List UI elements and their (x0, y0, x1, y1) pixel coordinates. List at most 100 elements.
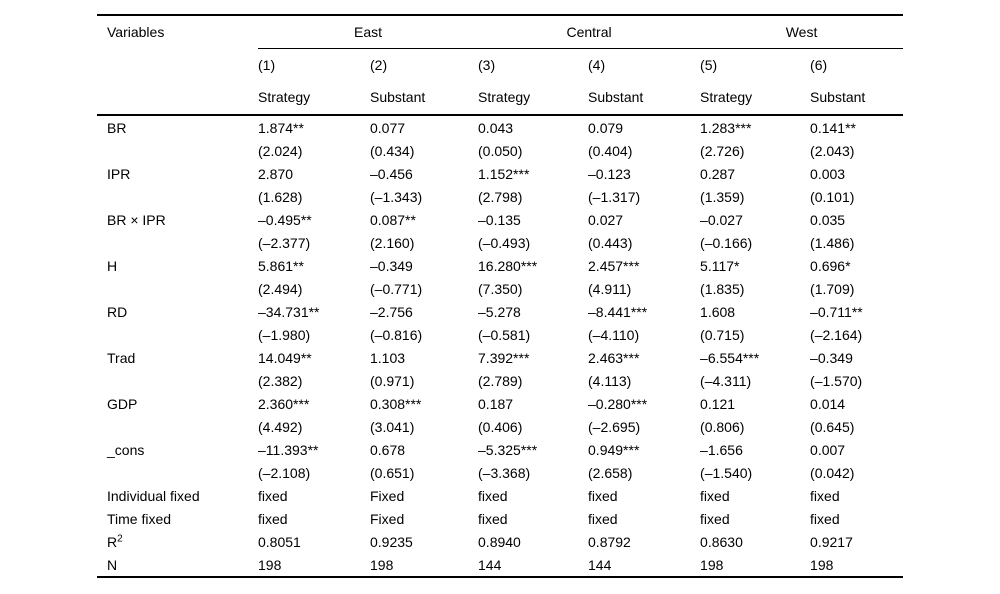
tstat-cell: (–1.980) (258, 326, 311, 343)
coefficient-cell: 5.117* (700, 257, 740, 274)
tstat-cell: (7.350) (478, 280, 523, 297)
footer-value-cell: 0.9235 (370, 533, 413, 550)
footer-value-cell: 0.8051 (258, 533, 301, 550)
tstat-cell: (0.443) (588, 234, 633, 251)
tstat-cell: (1.359) (700, 188, 745, 205)
coefficient-cell: –0.495** (258, 211, 312, 228)
coefficient-cell: 2.457*** (588, 257, 640, 274)
model-number: (1) (258, 56, 276, 73)
footer-value-cell: 0.8630 (700, 533, 743, 550)
tstat-cell: (–0.493) (478, 234, 531, 251)
footer-label-superscript: 2 (117, 532, 123, 544)
coefficient-cell: 0.121 (700, 395, 736, 412)
tstat-cell: (0.050) (478, 142, 523, 159)
footer-label: N (107, 556, 118, 573)
coefficient-cell: –0.349 (810, 349, 853, 366)
tstat-cell: (–3.368) (478, 464, 531, 481)
tstat-cell: (–4.110) (588, 326, 640, 343)
tstat-cell: (0.715) (700, 326, 745, 343)
tstat-cell: (1.709) (810, 280, 855, 297)
table-body: BR 1.874** 0.077 0.043 0.079 1.283*** 0.141** (… (97, 115, 903, 577)
footer-value-cell: fixed (810, 510, 840, 527)
coefficient-cell: 0.043 (478, 119, 514, 136)
tstat-cell: (–0.816) (370, 326, 423, 343)
coefficient-cell: 1.874** (258, 119, 304, 136)
coefficient-cell: 0.308*** (370, 395, 422, 412)
row-label: GDP (107, 395, 138, 412)
empty-cell (97, 231, 258, 254)
coefficient-cell: 0.696* (810, 257, 851, 274)
coefficient-cell: –0.711** (810, 303, 863, 320)
tstat-cell: (2.798) (478, 188, 523, 205)
coefficient-cell: –0.027 (700, 211, 743, 228)
footer-value-cell: fixed (258, 487, 288, 504)
tstat-cell: (–1.540) (700, 464, 753, 481)
footer-value-cell: 198 (370, 556, 394, 573)
tstat-cell: (0.971) (370, 372, 415, 389)
coefficient-cell: –5.325*** (478, 441, 538, 458)
empty-cell (97, 49, 258, 81)
coefficient-cell: 14.049** (258, 349, 312, 366)
footer-value-cell: fixed (588, 487, 618, 504)
tstat-cell: (3.041) (370, 418, 415, 435)
row-label: _cons (107, 441, 145, 458)
model-type: Substant (370, 80, 479, 116)
group-header-east: East (258, 15, 479, 49)
model-type: Strategy (478, 80, 589, 116)
tstat-cell: (2.160) (370, 234, 415, 251)
coefficient-cell: 0.087** (370, 211, 416, 228)
tstat-cell: (0.806) (700, 418, 745, 435)
tstat-cell: (–0.581) (478, 326, 531, 343)
model-type-row: Strategy Substant Strategy Substant Stra… (97, 80, 904, 116)
coefficient-cell: –6.554*** (700, 349, 760, 366)
footer-row: R2 0.8051 0.9235 0.8940 0.8792 0.8630 0.9217 (97, 530, 903, 553)
coefficient-cell: –5.278 (478, 303, 521, 320)
tstat-cell: (0.651) (370, 464, 415, 481)
footer-value-cell: fixed (700, 510, 730, 527)
tstat-row: (2.024) (0.434) (0.050) (0.404) (2.726) (2.04… (97, 139, 903, 162)
coefficient-cell: 0.079 (588, 119, 624, 136)
footer-label: Time fixed (107, 510, 172, 527)
row-label: BR (107, 119, 127, 136)
coefficient-cell: 0.014 (810, 395, 846, 412)
model-number: (2) (370, 56, 388, 73)
coefficient-cell: 1.103 (370, 349, 406, 366)
tstat-cell: (1.486) (810, 234, 855, 251)
tstat-cell: (2.043) (810, 142, 855, 159)
footer-value-cell: 0.8940 (478, 533, 521, 550)
coefficient-row: GDP 2.360*** 0.308*** 0.187 –0.280*** 0.121 0.… (97, 392, 903, 415)
tstat-cell: (0.434) (370, 142, 415, 159)
coefficient-cell: –0.280*** (588, 395, 648, 412)
empty-cell (97, 185, 258, 208)
footer-value-cell: fixed (700, 487, 730, 504)
tstat-cell: (–1.343) (370, 188, 423, 205)
coefficient-cell: 0.007 (810, 441, 846, 458)
footer-row: N 198 198 144 144 198 198 (97, 553, 903, 577)
coefficient-cell: 1.283*** (700, 119, 752, 136)
empty-cell (97, 415, 258, 438)
coefficient-cell: –11.393** (258, 441, 319, 458)
tstat-cell: (–4.311) (700, 372, 752, 389)
coefficient-cell: 0.141** (810, 119, 856, 136)
tstat-row: (–2.377) (2.160) (–0.493) (0.443) (–0.166) (1… (97, 231, 903, 254)
tstat-cell: (–1.570) (810, 372, 863, 389)
tstat-cell: (0.645) (810, 418, 855, 435)
coefficient-cell: 7.392*** (478, 349, 530, 366)
row-label: IPR (107, 165, 131, 182)
footer-value-cell: Fixed (370, 487, 405, 504)
footer-row: Individual fixed fixed Fixed fixed fixed fixe… (97, 484, 903, 507)
model-number-row: (1) (2) (3) (4) (5) (6) (97, 49, 903, 81)
empty-cell (97, 369, 258, 392)
tstat-cell: (4.492) (258, 418, 303, 435)
group-header-central: Central (478, 15, 701, 49)
tstat-cell: (4.911) (588, 280, 632, 297)
coefficient-row: _cons –11.393** 0.678 –5.325*** 0.949*** –1.6… (97, 438, 903, 461)
coefficient-row: Trad 14.049** 1.103 7.392*** 2.463*** –6.554*… (97, 346, 903, 369)
tstat-cell: (–2.695) (588, 418, 641, 435)
group-header-row: Variables East Central West (97, 15, 904, 49)
tstat-cell: (2.024) (258, 142, 303, 159)
footer-value-cell: 198 (700, 556, 724, 573)
coefficient-cell: –8.441*** (588, 303, 648, 320)
footer-value-cell: Fixed (370, 510, 405, 527)
coefficient-row: H 5.861** –0.349 16.280*** 2.457*** 5.117* 0.6… (97, 254, 903, 277)
